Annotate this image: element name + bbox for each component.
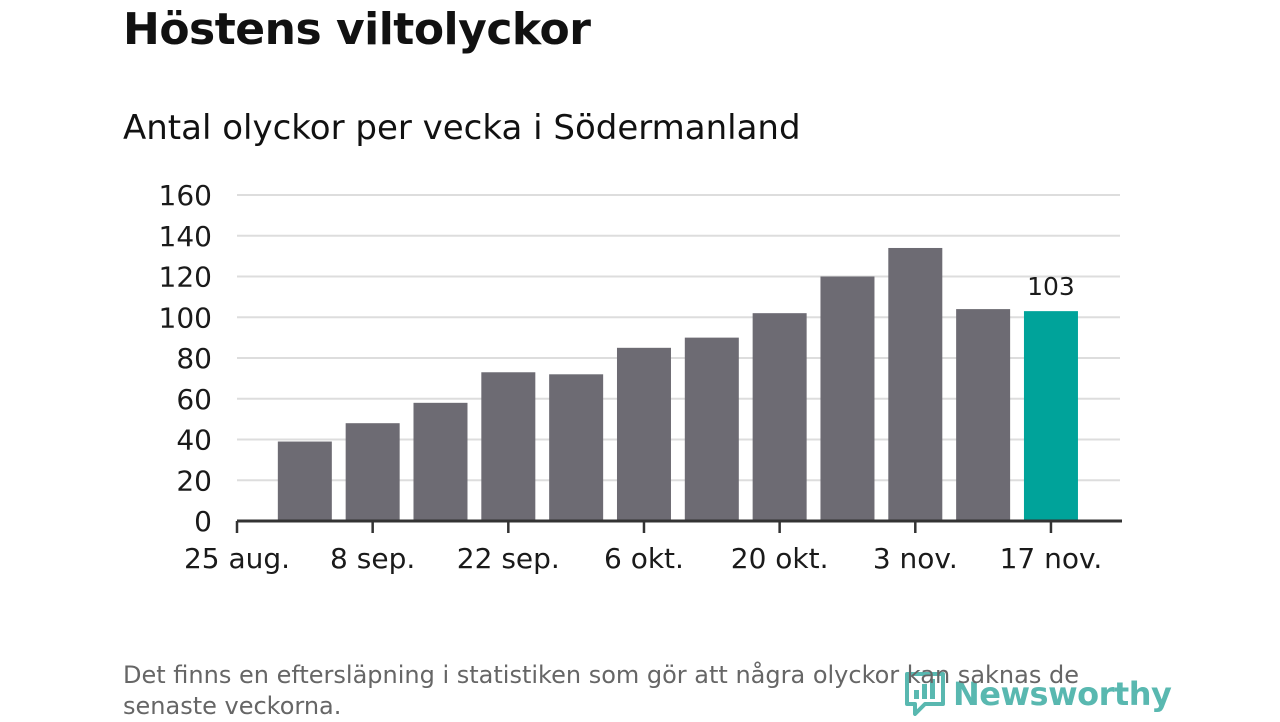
y-tick-label: 80: [176, 342, 212, 375]
logo-text: Newsworthy: [953, 675, 1172, 713]
footnote: Det finns en eftersläpning i statistiken…: [123, 661, 1079, 720]
y-tick-label: 160: [159, 179, 212, 212]
x-tick-label: 3 nov.: [873, 542, 958, 575]
y-tick-label: 40: [176, 424, 212, 457]
bars: [277, 247, 1078, 521]
chart-subtitle: Antal olyckor per vecka i Södermanland: [123, 108, 801, 148]
bar: [888, 247, 943, 521]
bar: [820, 276, 875, 521]
x-tick-label: 8 sep.: [330, 542, 415, 575]
y-axis-labels: 0 20 40 60 80 100 120 140 160: [159, 179, 212, 538]
x-tick-label: 17 nov.: [1000, 542, 1103, 575]
y-tick-label: 120: [159, 261, 212, 294]
y-tick-label: 60: [176, 383, 212, 416]
x-tick-label: 20 okt.: [731, 542, 829, 575]
newsworthy-logo: Newsworthy: [903, 670, 1172, 718]
y-tick-label: 0: [194, 505, 212, 538]
bar: [616, 347, 671, 521]
bar: [481, 372, 536, 521]
y-tick-label: 140: [159, 220, 212, 253]
bar: [684, 337, 739, 521]
x-tick-label: 22 sep.: [457, 542, 560, 575]
x-axis-labels: 25 aug. 8 sep. 22 sep. 6 okt. 20 okt. 3 nov. 1…: [184, 542, 1102, 575]
newsworthy-logo-icon: [905, 672, 945, 716]
x-tick-label: 25 aug.: [184, 542, 290, 575]
data-label: 103: [1027, 272, 1075, 301]
bar: [277, 441, 332, 521]
chart-title: Höstens viltolyckor: [123, 4, 591, 55]
bar: [345, 423, 400, 521]
bar-highlight: [1023, 311, 1078, 521]
y-tick-label: 20: [176, 464, 212, 497]
bar: [549, 374, 604, 521]
bar: [413, 402, 468, 521]
x-axis: [235, 519, 1122, 533]
bar: [956, 309, 1011, 521]
y-tick-label: 100: [159, 301, 212, 334]
bar: [752, 313, 807, 521]
data-labels: 103: [1027, 272, 1075, 301]
x-tick-label: 6 okt.: [604, 542, 684, 575]
